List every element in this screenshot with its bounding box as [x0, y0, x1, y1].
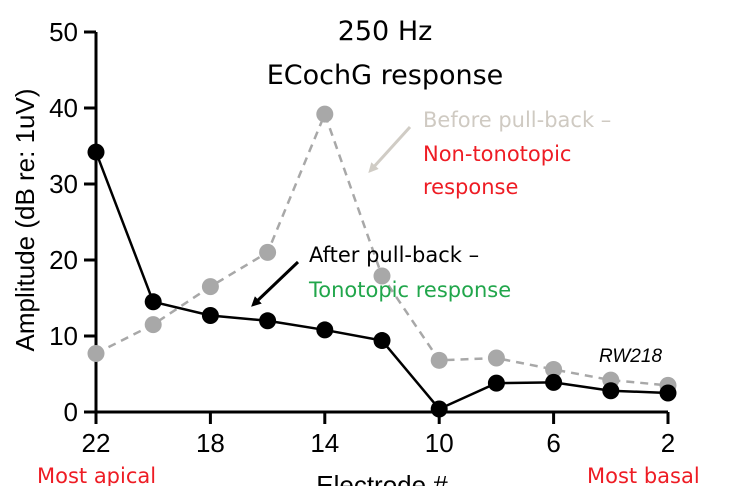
x-tick-label: 2	[661, 428, 675, 458]
series-before-pullback	[87, 105, 677, 394]
most-apical-label: Most apical	[37, 464, 156, 486]
y-tick-label: 50	[49, 17, 78, 47]
series-after-pullback	[87, 143, 677, 418]
data-point	[87, 344, 105, 362]
y-tick-label: 30	[49, 169, 78, 199]
chart-title-line-2: ECochG response	[267, 60, 504, 91]
y-tick-label: 10	[49, 321, 78, 351]
before-label-line-3: response	[423, 175, 518, 199]
y-tick-label: 20	[49, 245, 78, 275]
data-point	[201, 306, 219, 324]
x-tick-label: 6	[546, 428, 560, 458]
x-tick-label: 10	[425, 428, 454, 458]
data-point	[259, 312, 277, 330]
x-tick-label: 18	[196, 428, 225, 458]
data-point	[430, 351, 448, 369]
after-label-line-2: Tonotopic response	[308, 278, 511, 302]
data-point	[487, 349, 505, 367]
x-tick-label: 14	[310, 428, 339, 458]
data-point	[373, 332, 391, 350]
after-arrow	[251, 260, 300, 307]
data-point	[87, 143, 105, 161]
before-label-line-2: Non-tonotopic	[423, 142, 571, 166]
data-point	[545, 360, 563, 378]
after-label-line-1: After pull-back –	[309, 243, 479, 267]
data-point	[316, 321, 334, 339]
y-tick-label: 0	[64, 397, 78, 427]
before-label-line-1: Before pull-back –	[423, 108, 611, 132]
data-point	[545, 373, 563, 391]
x-tick-label: 22	[82, 428, 111, 458]
data-point	[602, 382, 620, 400]
y-tick-label: 40	[49, 93, 78, 123]
data-point	[373, 267, 391, 285]
data-point	[316, 105, 334, 123]
data-point	[144, 316, 162, 334]
data-point	[201, 278, 219, 296]
data-point	[430, 400, 448, 418]
subject-id-label: RW218	[599, 346, 662, 367]
chart-title-line-1: 250 Hz	[338, 16, 433, 47]
y-axis-title: Amplitude (dB re: 1uV)	[10, 88, 40, 351]
before-arrow	[368, 125, 412, 173]
most-basal-label: Most basal	[587, 464, 700, 486]
data-point	[487, 374, 505, 392]
data-point	[259, 243, 277, 261]
x-axis-title: Electrode #	[316, 470, 448, 486]
data-point	[659, 384, 677, 402]
data-point	[144, 293, 162, 311]
